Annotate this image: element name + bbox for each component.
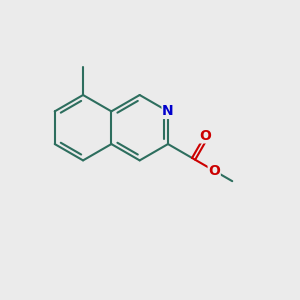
Text: O: O <box>208 164 220 178</box>
Text: N: N <box>162 104 174 118</box>
Text: O: O <box>199 129 211 143</box>
